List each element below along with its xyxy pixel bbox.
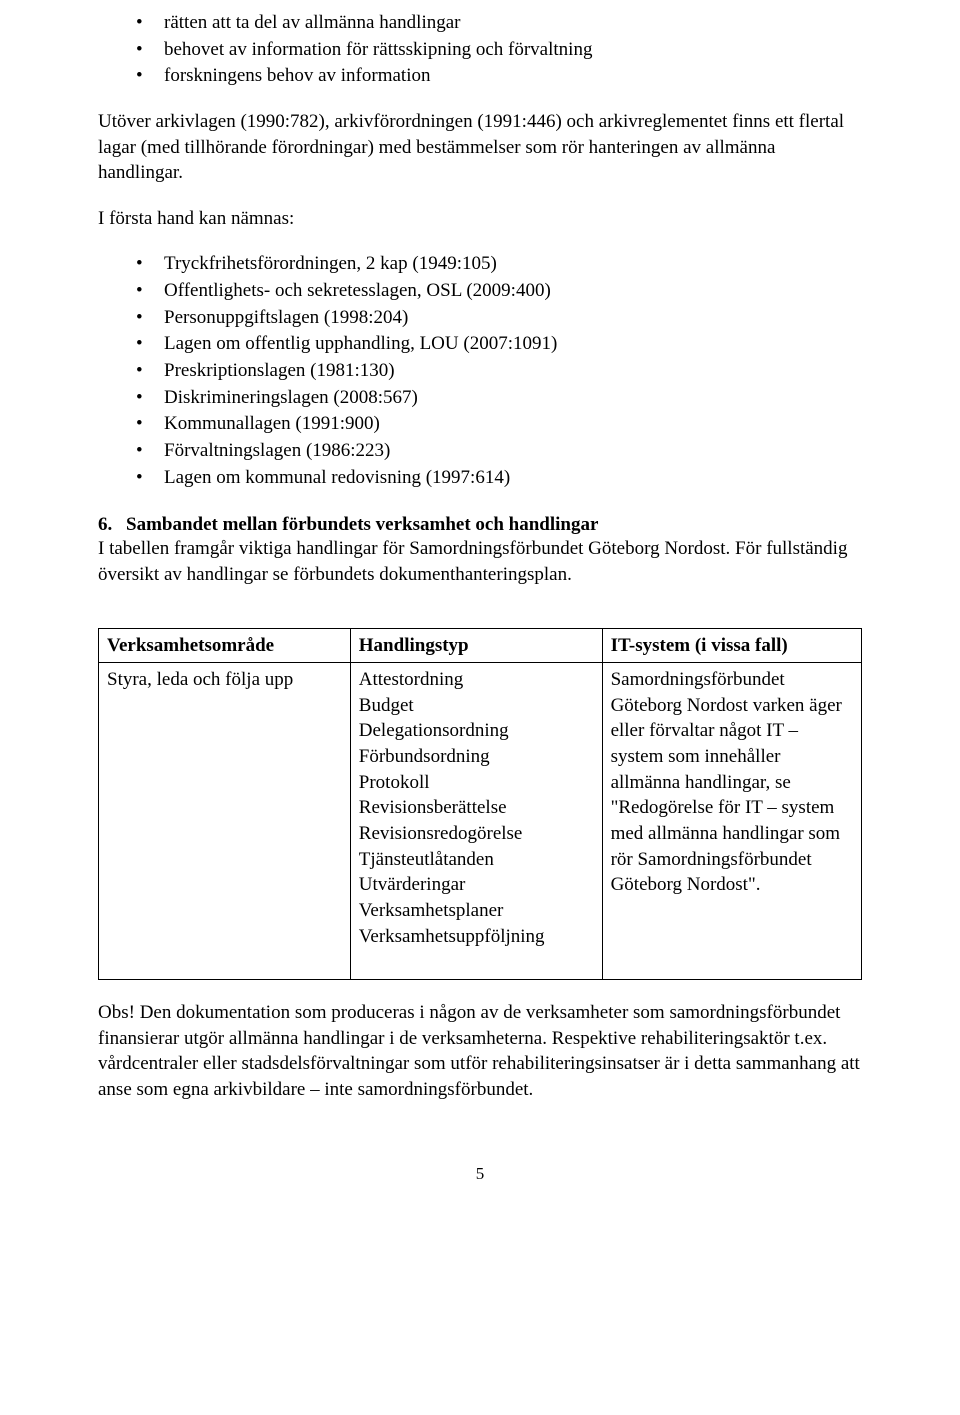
footer-paragraph: Obs! Den dokumentation som produceras i … <box>98 1000 862 1103</box>
cell-line: Revisionsberättelse <box>359 795 594 821</box>
list-item: forskningens behov av information <box>136 63 862 89</box>
list-item: Personuppgiftslagen (1998:204) <box>136 305 862 331</box>
section-title: Sambandet mellan förbundets verksamhet o… <box>126 514 598 535</box>
cell-line: Delegationsordning <box>359 718 594 744</box>
section-heading-6: 6.Sambandet mellan förbundets verksamhet… <box>98 514 862 536</box>
list-item: Lagen om offentlig upphandling, LOU (200… <box>136 331 862 357</box>
page-number: 5 <box>98 1164 862 1184</box>
section-body: I tabellen framgår viktiga handlingar fö… <box>98 536 862 587</box>
list-item: rätten att ta del av allmänna handlingar <box>136 10 862 36</box>
table-header: Handlingstyp <box>350 628 602 663</box>
cell-line: Verksamhetsplaner <box>359 898 594 924</box>
handlings-table: Verksamhetsområde Handlingstyp IT-system… <box>98 628 862 980</box>
table-header: IT-system (i vissa fall) <box>602 628 861 663</box>
section-number: 6. <box>98 514 126 536</box>
table-cell-verksamhetsomrade: Styra, leda och följa upp <box>99 663 351 980</box>
table-header-row: Verksamhetsområde Handlingstyp IT-system… <box>99 628 862 663</box>
list-item: Förvaltningslagen (1986:223) <box>136 438 862 464</box>
list-item: Preskriptionslagen (1981:130) <box>136 358 862 384</box>
table-cell-itsystem: Samordningsförbundet Göteborg Nordost va… <box>602 663 861 980</box>
cell-line <box>359 949 594 975</box>
paragraph: I första hand kan nämnas: <box>98 206 862 232</box>
list-item: Diskrimineringslagen (2008:567) <box>136 385 862 411</box>
cell-line: Förbundsordning <box>359 744 594 770</box>
cell-line: Utvärderingar <box>359 872 594 898</box>
bullet-list-1: rätten att ta del av allmänna handlingar… <box>98 10 862 89</box>
cell-line: Protokoll <box>359 770 594 796</box>
list-item: Offentlighets- och sekretesslagen, OSL (… <box>136 278 862 304</box>
list-item: Lagen om kommunal redovisning (1997:614) <box>136 465 862 491</box>
list-item: Tryckfrihetsförordningen, 2 kap (1949:10… <box>136 251 862 277</box>
cell-line: Tjänsteutlåtanden <box>359 847 594 873</box>
cell-line: Verksamhetsuppföljning <box>359 924 594 950</box>
list-item: Kommunallagen (1991:900) <box>136 411 862 437</box>
cell-line: Budget <box>359 693 594 719</box>
paragraph: Utöver arkivlagen (1990:782), arkivföror… <box>98 109 862 186</box>
table-header: Verksamhetsområde <box>99 628 351 663</box>
table-cell-handlingstyp: Attestordning Budget Delegationsordning … <box>350 663 602 980</box>
cell-line: Revisionsredogörelse <box>359 821 594 847</box>
bullet-list-2: Tryckfrihetsförordningen, 2 kap (1949:10… <box>98 251 862 490</box>
cell-line: Attestordning <box>359 667 594 693</box>
table-row: Styra, leda och följa upp Attestordning … <box>99 663 862 980</box>
list-item: behovet av information för rättsskipning… <box>136 37 862 63</box>
